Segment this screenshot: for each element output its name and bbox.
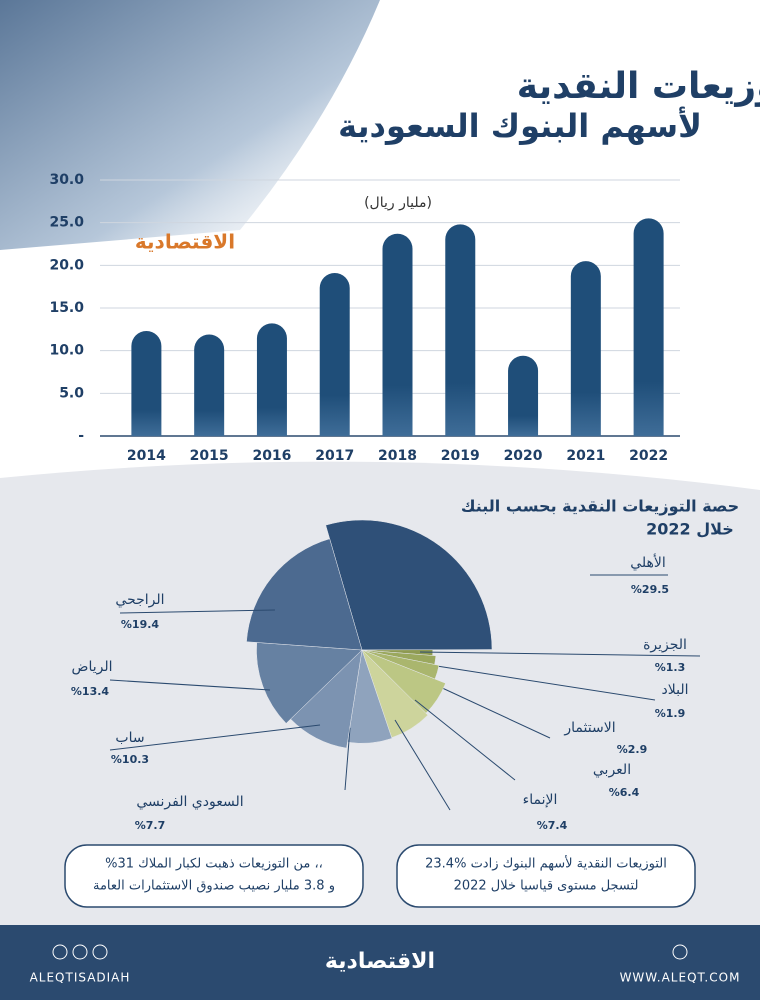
- pie-slice: [325, 519, 493, 651]
- x-tick-label: 2019: [441, 448, 480, 464]
- pie-slice: [256, 642, 363, 724]
- y-tick-label: -: [78, 428, 84, 444]
- value-label: %10.3: [111, 753, 149, 766]
- bar: [445, 224, 476, 436]
- title: لأسهم البنوك السعودية: [338, 106, 702, 145]
- building-photo: [0, 0, 380, 250]
- footer-logo: الاقتصادية: [325, 949, 435, 974]
- slice-label: الراجحي: [115, 592, 164, 608]
- x-tick-label: 2022: [629, 448, 668, 464]
- value-label: %7.7: [135, 819, 166, 832]
- title: التوزيعات النقدية: [517, 66, 760, 107]
- leader-line: [419, 651, 701, 657]
- value-label: %19.4: [121, 618, 160, 631]
- leader-line: [424, 679, 551, 739]
- footer: [0, 925, 760, 1000]
- value-label: %13.4: [71, 685, 110, 698]
- footer-site: WWW.ALEQT.COM: [620, 971, 741, 985]
- y-tick-label: 25.0: [49, 215, 84, 231]
- y-tick-label: 15.0: [49, 300, 84, 316]
- slice-label: الرياض: [72, 659, 113, 675]
- bar: [131, 331, 162, 436]
- y-tick-label: 30.0: [49, 172, 84, 188]
- bar: [570, 261, 601, 436]
- bar: [319, 273, 350, 436]
- note: التوزيعات النقدية لأسهم البنوك زادت %23.…: [425, 855, 667, 872]
- slice-label: الأهلي: [630, 553, 666, 571]
- x-tick-label: 2018: [378, 448, 417, 464]
- x-tick-label: 2016: [252, 448, 291, 464]
- x-tick-label: 2021: [566, 448, 605, 464]
- leader-line: [394, 719, 451, 811]
- note-box: [64, 844, 364, 908]
- logo: الاقتصادية: [135, 230, 235, 254]
- bar: [508, 355, 539, 436]
- web-icon[interactable]: [672, 944, 688, 960]
- slice-label: البلاد: [662, 682, 689, 698]
- slice-label: السعودي الفرنسي: [136, 794, 243, 810]
- slice-label: الجزيرة: [643, 637, 687, 653]
- footer-handle: ALEQTISADIAH: [30, 971, 131, 985]
- social-icon[interactable]: [52, 944, 68, 960]
- bar: [382, 233, 413, 436]
- x-tick-label: 2017: [315, 448, 354, 464]
- note-box: [396, 844, 696, 908]
- social-icon[interactable]: [92, 944, 108, 960]
- value-label: %1.3: [655, 661, 686, 674]
- leader-line: [423, 663, 656, 701]
- y-tick-label: 5.0: [59, 385, 84, 401]
- x-tick-label: 2020: [504, 448, 543, 464]
- leader-line: [109, 679, 271, 691]
- pie-title: حصة التوزيعات النقدية بحسب البنك: [461, 497, 739, 516]
- value-label: %29.5: [631, 583, 669, 596]
- note: لتسجل مستوى قياسيا خلال 2022: [454, 879, 639, 894]
- bar: [633, 218, 664, 436]
- pie-title: خلال 2022: [646, 520, 734, 539]
- y-tick-label: 10.0: [49, 343, 84, 359]
- value-label: %6.4: [609, 786, 640, 799]
- leader-line: [119, 609, 276, 614]
- slice-label: ساب: [115, 730, 144, 746]
- social-icon[interactable]: [72, 944, 88, 960]
- x-tick-label: 2014: [127, 448, 166, 464]
- slice-label: الاستثمار: [563, 720, 615, 736]
- unit-label: (مليار ريال): [364, 195, 432, 211]
- slice-label: العربي: [593, 762, 631, 778]
- leader-line: [414, 699, 516, 781]
- value-label: %2.9: [617, 743, 648, 756]
- bar: [194, 334, 225, 436]
- slice-label: الإنماء: [523, 792, 558, 808]
- x-tick-label: 2015: [190, 448, 229, 464]
- value-label: %7.4: [537, 819, 568, 832]
- y-tick-label: 20.0: [49, 257, 84, 273]
- note: %31 من التوزيعات ذهبت لكبار الملاك ،،: [105, 857, 323, 872]
- value-label: %1.9: [655, 707, 686, 720]
- leader-line: [344, 727, 351, 791]
- note: و 3.8 مليار نصيب صندوق الاستثمارات العام…: [93, 879, 335, 894]
- pie-slice: [246, 538, 363, 651]
- bar: [256, 323, 287, 436]
- leader-line: [109, 724, 321, 751]
